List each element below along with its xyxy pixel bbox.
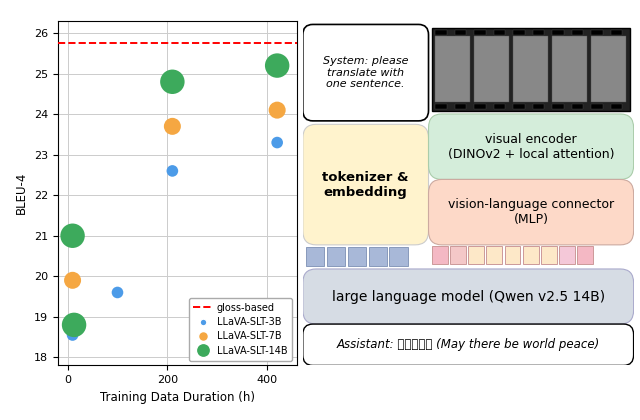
Bar [541,246,557,265]
Bar [513,30,525,35]
Bar [474,30,486,35]
Bar [432,246,448,265]
Bar [559,246,575,265]
Point [167,168,177,174]
Bar [450,246,466,265]
Bar [572,30,583,35]
Bar [611,30,622,35]
Text: Assistant: 愿世界和平 (May there be world peace): Assistant: 愿世界和平 (May there be world pea… [337,338,600,351]
Bar [486,246,502,265]
Bar [369,247,387,265]
Bar [591,104,603,109]
Bar [474,104,486,109]
FancyBboxPatch shape [429,114,634,179]
Point [167,79,177,85]
Bar [454,30,466,35]
Point [67,332,77,339]
X-axis label: Training Data Duration (h): Training Data Duration (h) [100,391,255,404]
Bar [348,247,366,265]
Bar [493,104,505,109]
Bar [390,247,408,265]
Text: visual encoder
(DINOv2 + local attention): visual encoder (DINOv2 + local attention… [448,133,614,161]
Point [272,139,282,146]
Bar [474,37,509,102]
Point [69,322,79,328]
Bar [591,37,626,102]
Bar [591,30,603,35]
Point [272,107,282,113]
Bar [611,104,622,109]
Legend: gloss-based, LLaVA-SLT-3B, LLaVA-SLT-7B, LLaVA-SLT-14B: gloss-based, LLaVA-SLT-3B, LLaVA-SLT-7B,… [189,298,292,360]
Bar [435,37,470,102]
Text: tokenizer &
embedding: tokenizer & embedding [323,171,409,199]
Text: large language model (Qwen v2.5 14B): large language model (Qwen v2.5 14B) [332,289,605,304]
Point [167,123,177,130]
Bar [327,247,345,265]
Text: System: please
translate with
one sentence.: System: please translate with one senten… [323,56,408,89]
Bar [532,104,544,109]
FancyBboxPatch shape [303,324,634,365]
Bar [552,104,564,109]
Bar [306,247,324,265]
FancyBboxPatch shape [303,269,634,324]
Bar [435,104,447,109]
Bar [493,30,505,35]
Bar [468,246,484,265]
Bar [513,37,548,102]
Point [113,289,123,296]
Text: vision-language connector
(MLP): vision-language connector (MLP) [448,198,614,226]
Bar [523,246,539,265]
Bar [504,246,520,265]
Bar [454,104,466,109]
Point [67,277,77,284]
Bar [572,104,583,109]
Y-axis label: BLEU-4: BLEU-4 [15,172,28,214]
Bar [552,30,564,35]
FancyBboxPatch shape [303,124,429,245]
Bar [435,30,447,35]
Point [272,62,282,69]
Bar [513,104,525,109]
Point [67,232,77,239]
Bar [577,246,593,265]
FancyBboxPatch shape [429,179,634,245]
Bar [552,37,587,102]
FancyBboxPatch shape [303,24,429,121]
Bar [532,30,544,35]
FancyBboxPatch shape [432,28,630,110]
